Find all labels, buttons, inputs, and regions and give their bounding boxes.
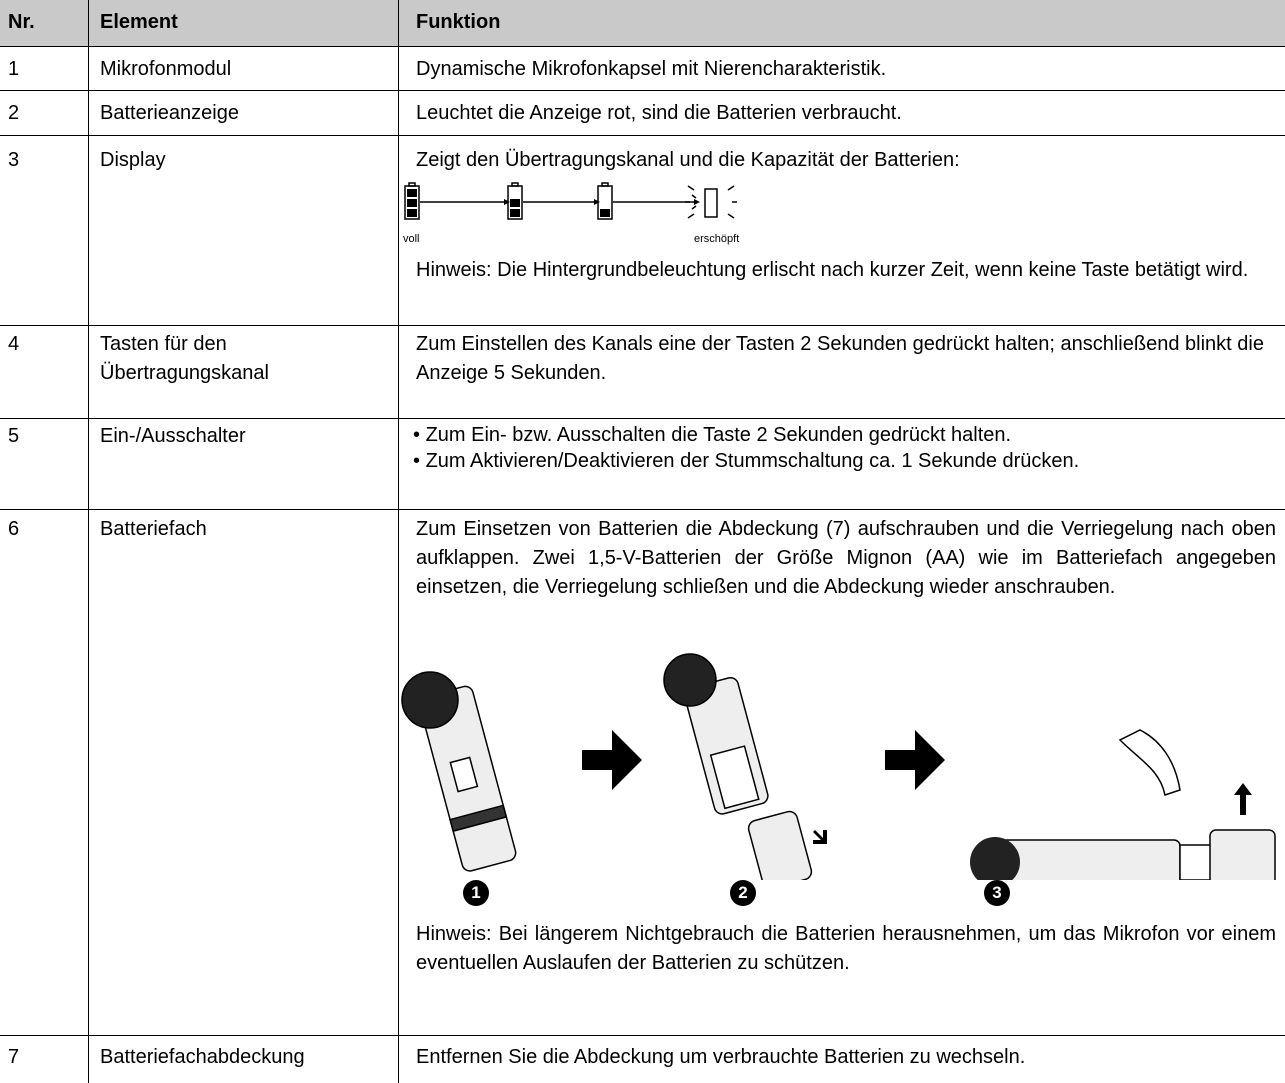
row-number: 4 <box>8 333 20 355</box>
bullet-item: • Zum Ein- bzw. Ausschalten die Taste 2 … <box>413 424 1012 446</box>
row-border <box>0 509 1285 510</box>
element: Tasten für den Übertragungskanal <box>100 333 269 384</box>
bullet-text: Zum Aktivieren/Deaktivieren der Stummsch… <box>425 450 1080 472</box>
step-number: 3 <box>984 880 1010 906</box>
row-border <box>0 325 1285 326</box>
col-border <box>398 0 399 1083</box>
element: Batteriefach <box>100 518 207 540</box>
row-number: 7 <box>8 1046 20 1068</box>
col-border <box>88 0 89 1083</box>
step-number: 2 <box>730 880 756 906</box>
bullet-item: • Zum Aktivieren/Deaktivieren der Stumms… <box>413 450 1080 472</box>
row-border <box>0 135 1285 136</box>
header-cell: Nr. <box>0 0 88 46</box>
function: Zum Einstellen des Kanals eine der Taste… <box>416 333 1264 384</box>
element: Batterieanzeige <box>100 102 239 124</box>
row-border <box>0 46 1285 47</box>
row-number: 1 <box>8 58 20 80</box>
battery-label: erschöpft <box>694 233 740 245</box>
function: Zeigt den Übertragungskanal und die Kapa… <box>416 149 960 171</box>
element: Mikrofonmodul <box>100 58 232 80</box>
note: Hinweis: Die Hintergrundbeleuchtung erli… <box>416 259 1249 281</box>
row-border <box>0 1035 1285 1036</box>
note: Hinweis: Bei längerem Nichtgebrauch die … <box>416 923 1276 974</box>
row-number: 5 <box>8 425 20 447</box>
row-number: 6 <box>8 518 20 540</box>
step-number: 1 <box>463 880 489 906</box>
battery-illustration <box>401 653 1276 880</box>
element: Ein-/Ausschalter <box>100 425 246 447</box>
bullet-list: • Zum Ein- bzw. Ausschalten die Taste 2 … <box>413 422 1276 474</box>
function: Leuchtet die Anzeige rot, sind die Batte… <box>416 102 902 124</box>
element: Batteriefachabdeckung <box>100 1046 305 1068</box>
header-cell: Element <box>88 0 398 46</box>
function: Entfernen Sie die Abdeckung um verbrauch… <box>416 1046 1026 1068</box>
row-border <box>0 418 1285 419</box>
battery-label: voll <box>403 233 420 245</box>
battery-diagram <box>404 182 737 220</box>
row-number: 2 <box>8 102 20 124</box>
bullet-text: Zum Ein- bzw. Ausschalten die Taste 2 Se… <box>425 424 1012 446</box>
function: Zum Einsetzen von Batterien die Abdeckun… <box>416 518 1276 598</box>
function: Dynamische Mikrofonkapsel mit Nierenchar… <box>416 58 887 80</box>
row-number: 3 <box>8 149 20 171</box>
row-border <box>0 90 1285 91</box>
element: Display <box>100 149 166 171</box>
header-cell: Funktion <box>398 0 1285 46</box>
